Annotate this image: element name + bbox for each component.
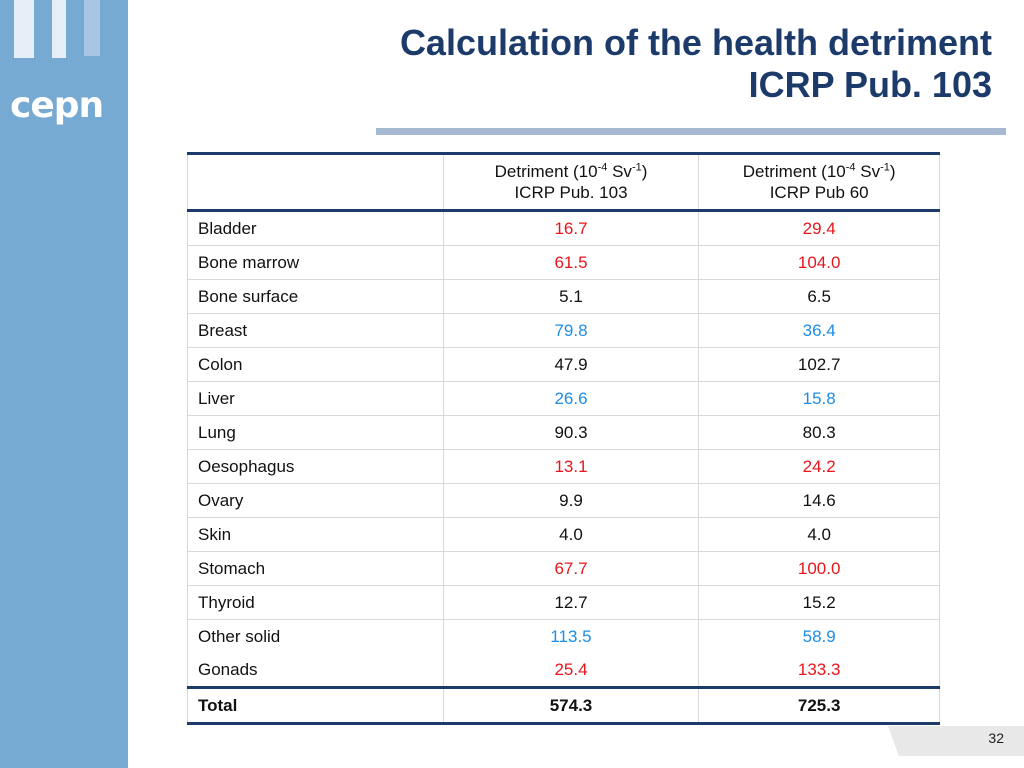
header-exponent: -4 — [845, 161, 856, 174]
cepn-logo: cepn — [10, 85, 104, 126]
value-pub103: 25.4 — [442, 653, 700, 688]
sidebar-band: cepn — [0, 0, 128, 768]
table-row: Thyroid 12.7 15.2 — [187, 585, 940, 620]
organ-name: Oesophagus — [187, 449, 444, 484]
table-row: Oesophagus 13.1 24.2 — [187, 449, 940, 484]
value-pub103: 12.7 — [442, 585, 700, 620]
organ-name: Bone marrow — [187, 245, 444, 280]
table-row: Bladder 16.7 29.4 — [187, 210, 940, 246]
total-pub103: 574.3 — [442, 687, 700, 724]
value-pub103: 13.1 — [442, 449, 700, 484]
table-row: Ovary 9.9 14.6 — [187, 483, 940, 518]
table-header-row: Detriment (10-4 Sv-1) ICRP Pub. 103 Detr… — [187, 153, 940, 211]
total-label: Total — [187, 687, 444, 724]
organ-name: Skin — [187, 517, 444, 552]
value-pub103: 113.5 — [442, 619, 700, 653]
organ-name: Ovary — [187, 483, 444, 518]
page-number-tab — [888, 726, 1024, 756]
value-pub60: 58.9 — [698, 619, 940, 653]
logo-bar — [52, 0, 66, 58]
header-pub60: Detriment (10-4 Sv-1) ICRP Pub 60 — [698, 153, 940, 211]
organ-name: Stomach — [187, 551, 444, 586]
value-pub60: 104.0 — [698, 245, 940, 280]
header-exponent: -4 — [597, 161, 608, 174]
value-pub60: 133.3 — [698, 653, 940, 688]
table-row: Breast 79.8 36.4 — [187, 313, 940, 348]
header-blank-cell — [187, 153, 444, 211]
organ-name: Bladder — [187, 210, 444, 246]
value-pub103: 67.7 — [442, 551, 700, 586]
slide-title-line1: Calculation of the health detriment — [399, 22, 992, 63]
value-pub103: 5.1 — [442, 279, 700, 314]
value-pub60: 102.7 — [698, 347, 940, 382]
organ-name: Liver — [187, 381, 444, 416]
header-text: ) — [641, 162, 648, 181]
value-pub60: 6.5 — [698, 279, 940, 314]
value-pub60: 29.4 — [698, 210, 940, 246]
header-text: Detriment (10 — [742, 162, 846, 181]
value-pub60: 36.4 — [698, 313, 940, 348]
table-row: Other solid 113.5 58.9 — [187, 619, 940, 653]
organ-name: Bone surface — [187, 279, 444, 314]
header-publication: ICRP Pub. 103 — [514, 183, 628, 202]
value-pub103: 26.6 — [442, 381, 700, 416]
table-row: Liver 26.6 15.8 — [187, 381, 940, 416]
detriment-table: Detriment (10-4 Sv-1) ICRP Pub. 103 Detr… — [187, 152, 940, 725]
header-exponent: -1 — [631, 161, 642, 174]
header-unit: Sv — [607, 162, 632, 181]
value-pub60: 80.3 — [698, 415, 940, 450]
value-pub103: 4.0 — [442, 517, 700, 552]
organ-name: Colon — [187, 347, 444, 382]
title-underline — [376, 128, 1006, 135]
table-row: Colon 47.9 102.7 — [187, 347, 940, 382]
total-row: Total 574.3 725.3 — [187, 687, 940, 724]
table-row: Stomach 67.7 100.0 — [187, 551, 940, 586]
header-unit: Sv — [855, 162, 881, 181]
table-row: Bone surface 5.1 6.5 — [187, 279, 940, 314]
organ-name: Lung — [187, 415, 444, 450]
value-pub103: 9.9 — [442, 483, 700, 518]
header-pub103: Detriment (10-4 Sv-1) ICRP Pub. 103 — [442, 153, 700, 211]
value-pub103: 90.3 — [442, 415, 700, 450]
value-pub103: 79.8 — [442, 313, 700, 348]
slide-title-line2: ICRP Pub. 103 — [748, 64, 992, 105]
value-pub60: 4.0 — [698, 517, 940, 552]
total-pub60: 725.3 — [698, 687, 940, 724]
header-publication: ICRP Pub 60 — [769, 183, 869, 202]
organ-name: Thyroid — [187, 585, 444, 620]
slide-title: Calculation of the health detriment ICRP… — [400, 22, 992, 106]
value-pub60: 24.2 — [698, 449, 940, 484]
organ-name: Gonads — [187, 653, 444, 688]
value-pub103: 16.7 — [442, 210, 700, 246]
header-text: Detriment (10 — [494, 162, 598, 181]
organ-name: Other solid — [187, 619, 444, 653]
value-pub60: 15.2 — [698, 585, 940, 620]
table-row: Gonads 25.4 133.3 — [187, 653, 940, 688]
value-pub103: 47.9 — [442, 347, 700, 382]
value-pub60: 14.6 — [698, 483, 940, 518]
logo-bar — [14, 0, 34, 58]
logo-bar — [84, 0, 100, 56]
value-pub60: 100.0 — [698, 551, 940, 586]
page-number: 32 — [988, 730, 1004, 746]
table-row: Lung 90.3 80.3 — [187, 415, 940, 450]
header-text: ) — [889, 162, 896, 181]
table-row: Bone marrow 61.5 104.0 — [187, 245, 940, 280]
header-exponent: -1 — [880, 161, 890, 174]
value-pub103: 61.5 — [442, 245, 700, 280]
value-pub60: 15.8 — [698, 381, 940, 416]
organ-name: Breast — [187, 313, 444, 348]
table-row: Skin 4.0 4.0 — [187, 517, 940, 552]
